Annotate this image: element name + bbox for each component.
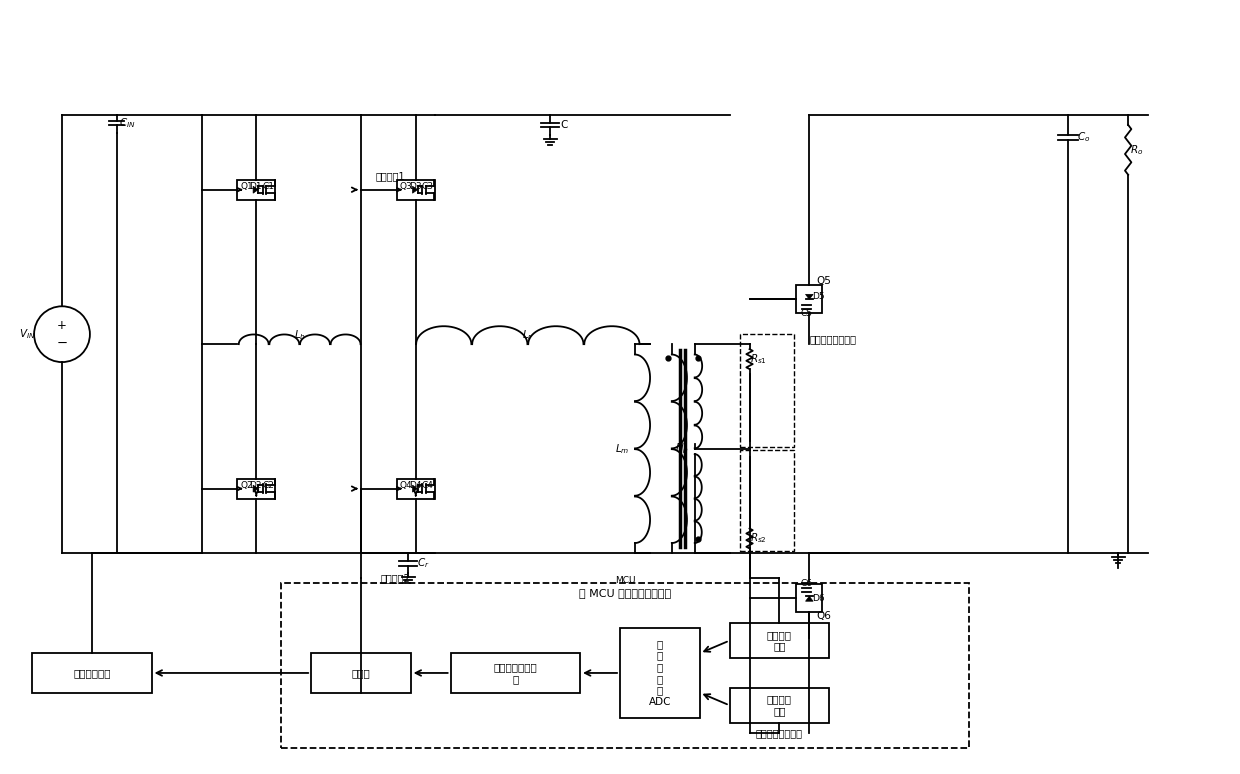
Text: D6: D6 xyxy=(812,594,825,603)
Text: 驱动信号1: 驱动信号1 xyxy=(376,171,405,181)
Text: $R_{s2}$: $R_{s2}$ xyxy=(750,532,766,546)
Text: C4: C4 xyxy=(422,481,434,490)
Bar xyxy=(729,688,830,723)
Text: C3: C3 xyxy=(422,182,434,191)
Bar xyxy=(796,286,822,313)
Text: MCU: MCU xyxy=(615,576,635,585)
Bar xyxy=(450,653,580,693)
Text: 隔离驱动电路: 隔离驱动电路 xyxy=(73,668,110,678)
Text: 导通时间计算单
元: 导通时间计算单 元 xyxy=(494,663,537,683)
Bar xyxy=(739,334,795,447)
Bar xyxy=(796,584,822,612)
Polygon shape xyxy=(806,294,813,300)
Polygon shape xyxy=(806,596,813,601)
Bar xyxy=(237,478,275,498)
Text: C2: C2 xyxy=(263,481,274,490)
Text: 第二电流采样电路: 第二电流采样电路 xyxy=(756,728,804,738)
Text: −: − xyxy=(57,337,67,350)
Text: $N_p$: $N_p$ xyxy=(675,442,688,456)
Text: $R_o$: $R_o$ xyxy=(1130,143,1143,157)
Text: D3: D3 xyxy=(409,182,422,191)
Text: C1: C1 xyxy=(262,182,274,191)
Text: $L_m$: $L_m$ xyxy=(615,442,629,456)
Text: C6: C6 xyxy=(800,579,812,588)
Text: 以 MCU 为核心的控制电路: 以 MCU 为核心的控制电路 xyxy=(579,588,671,598)
Text: Q4: Q4 xyxy=(399,481,413,490)
Bar xyxy=(311,653,410,693)
Text: 驱动信号2: 驱动信号2 xyxy=(381,574,410,584)
Text: Q5: Q5 xyxy=(817,276,832,286)
Text: 第一采样
芯片: 第一采样 芯片 xyxy=(766,630,792,652)
Text: D5: D5 xyxy=(812,293,825,301)
Text: $C_{IN}$: $C_{IN}$ xyxy=(119,116,136,130)
Text: Q6: Q6 xyxy=(817,611,832,622)
Text: Q1: Q1 xyxy=(241,182,253,191)
Text: D1: D1 xyxy=(249,182,262,191)
Bar xyxy=(237,180,275,200)
Polygon shape xyxy=(253,485,258,492)
Text: C5: C5 xyxy=(800,310,812,318)
Polygon shape xyxy=(413,485,418,492)
Text: $L_b$: $L_b$ xyxy=(294,328,306,342)
Bar xyxy=(397,180,435,200)
Polygon shape xyxy=(253,187,258,194)
Bar xyxy=(620,628,699,717)
Text: 第二采样
芯片: 第二采样 芯片 xyxy=(766,694,792,716)
Bar xyxy=(281,584,968,748)
Text: D2: D2 xyxy=(249,481,262,490)
Bar xyxy=(397,478,435,498)
Bar xyxy=(32,653,151,693)
Text: $R_{s1}$: $R_{s1}$ xyxy=(749,352,766,366)
Text: D4: D4 xyxy=(409,481,422,490)
Text: $C_o$: $C_o$ xyxy=(1076,130,1090,144)
Text: Q3: Q3 xyxy=(399,182,413,191)
Text: 模
数
转
换
器
ADC: 模 数 转 换 器 ADC xyxy=(649,639,671,707)
Text: $L_r$: $L_r$ xyxy=(522,328,533,342)
Polygon shape xyxy=(413,187,418,194)
Text: Q2: Q2 xyxy=(241,481,253,490)
Bar xyxy=(739,450,795,551)
Text: $C_r$: $C_r$ xyxy=(417,557,429,570)
Bar xyxy=(729,623,830,658)
Text: 定时器: 定时器 xyxy=(352,668,371,678)
Text: +: + xyxy=(57,319,67,332)
Text: $V_{IN}$: $V_{IN}$ xyxy=(19,327,36,341)
Text: C: C xyxy=(560,120,568,130)
Text: 第一电流采样电路: 第一电流采样电路 xyxy=(810,334,857,344)
